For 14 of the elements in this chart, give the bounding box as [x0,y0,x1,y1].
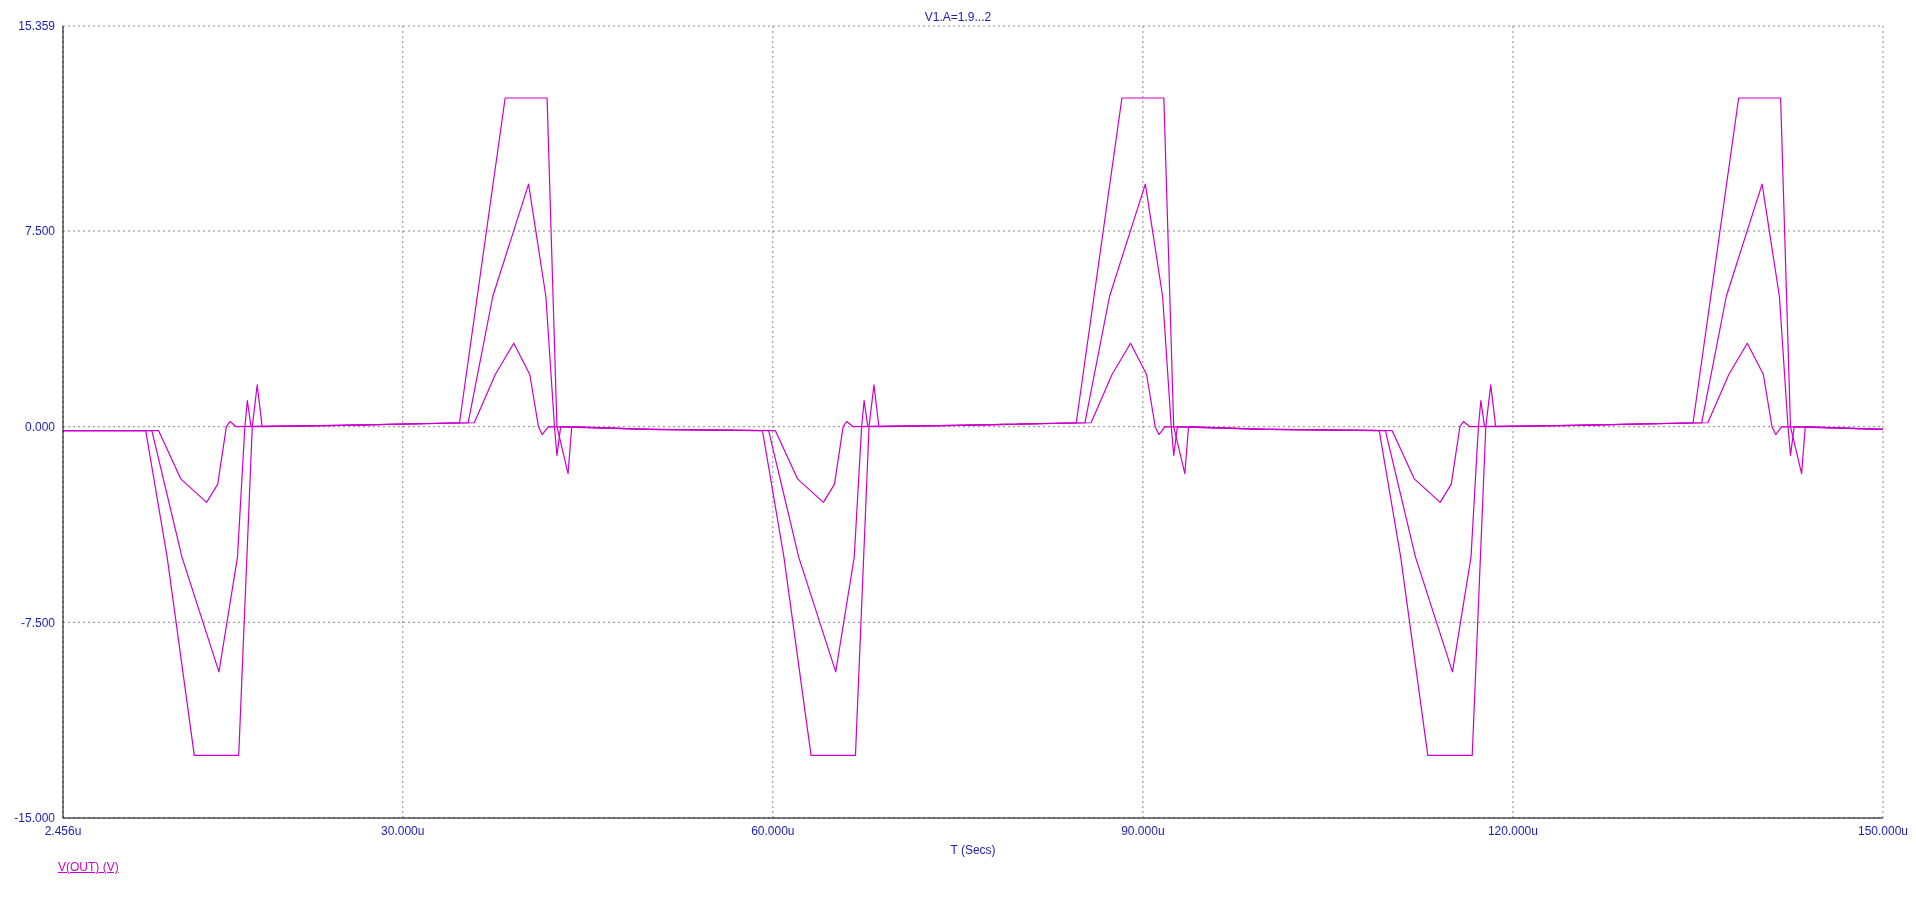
y-tick-label: -15.000 [14,811,56,826]
x-tick-label: 2.456u [44,823,82,838]
y-tick-label: 0.000 [24,419,56,434]
x-tick-label: 90.000u [1121,823,1165,838]
y-tick-label: 7.500 [24,224,56,239]
text: V(OUT) (V) [58,860,119,874]
x-axis-title: T (Secs) [950,843,996,857]
x-tick-label: 60.000u [751,823,795,838]
x-tick-label: 30.000u [381,823,425,838]
chart-title: V1.A=1.9...2 [924,10,992,24]
y-tick-label: -7.500 [20,615,56,630]
x-tick-label: 150.000u [1857,823,1909,838]
y-tick-label: 15.359 [18,19,56,34]
x-tick-label: 120.000u [1487,823,1538,838]
